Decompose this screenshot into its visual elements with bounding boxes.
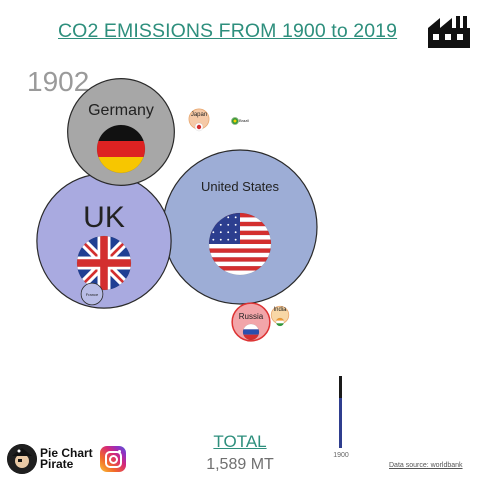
- bubble-brazil[interactable]: Brazil: [231, 117, 250, 125]
- japan-flag-icon: [194, 122, 204, 132]
- india-flag-icon: [275, 317, 285, 327]
- bubble-united-states[interactable]: United States: [162, 149, 318, 305]
- bubble-label-france: France: [86, 292, 99, 297]
- uk-flag-icon: [76, 235, 132, 291]
- brazil-flag-icon: [231, 117, 239, 125]
- total-value: 1,589 MT: [206, 456, 274, 473]
- bubble-uk[interactable]: UK: [36, 173, 172, 309]
- brand: Pie Chart Pirate: [7, 444, 137, 474]
- bubble-japan[interactable]: Japan: [188, 108, 210, 132]
- bubble-russia[interactable]: Russia: [231, 302, 271, 342]
- bubble-label-uk: UK: [83, 201, 125, 234]
- brand-text: Pie Chart Pirate: [40, 446, 93, 471]
- timeline-bar: [339, 376, 342, 448]
- total-label: TOTAL: [213, 432, 267, 451]
- year-label: 1902: [27, 66, 90, 97]
- united-states-flag-icon: [208, 212, 272, 276]
- instagram-icon[interactable]: [100, 446, 126, 472]
- bubble-label-japan: Japan: [191, 112, 207, 118]
- factory-icon: [428, 16, 470, 48]
- russia-flag-icon: [242, 323, 260, 341]
- bubble-label-germany: Germany: [88, 102, 154, 119]
- bubble-circle-russia: [231, 302, 271, 342]
- timeline-year-label: 1900: [333, 452, 349, 459]
- brand-line-2: Pirate: [40, 457, 74, 471]
- pirate-logo-icon: [7, 444, 37, 474]
- bubble-india[interactable]: India: [270, 305, 290, 327]
- bubble-label-brazil: Brazil: [239, 118, 249, 123]
- bubble-label-india: India: [273, 307, 287, 313]
- bubble-france[interactable]: France: [80, 282, 104, 306]
- data-source[interactable]: Data source: worldbank: [389, 462, 463, 469]
- bubble-label-united-states: United States: [201, 179, 280, 194]
- germany-flag-icon: [96, 124, 146, 174]
- bubble-label-russia: Russia: [239, 312, 264, 321]
- bubble-circle-france: [80, 282, 104, 306]
- brand-line-1: Pie Chart: [40, 446, 93, 460]
- chart-title: CO2 EMISSIONS FROM 1900 to 2019: [58, 20, 398, 42]
- bubble-germany[interactable]: Germany: [67, 78, 175, 186]
